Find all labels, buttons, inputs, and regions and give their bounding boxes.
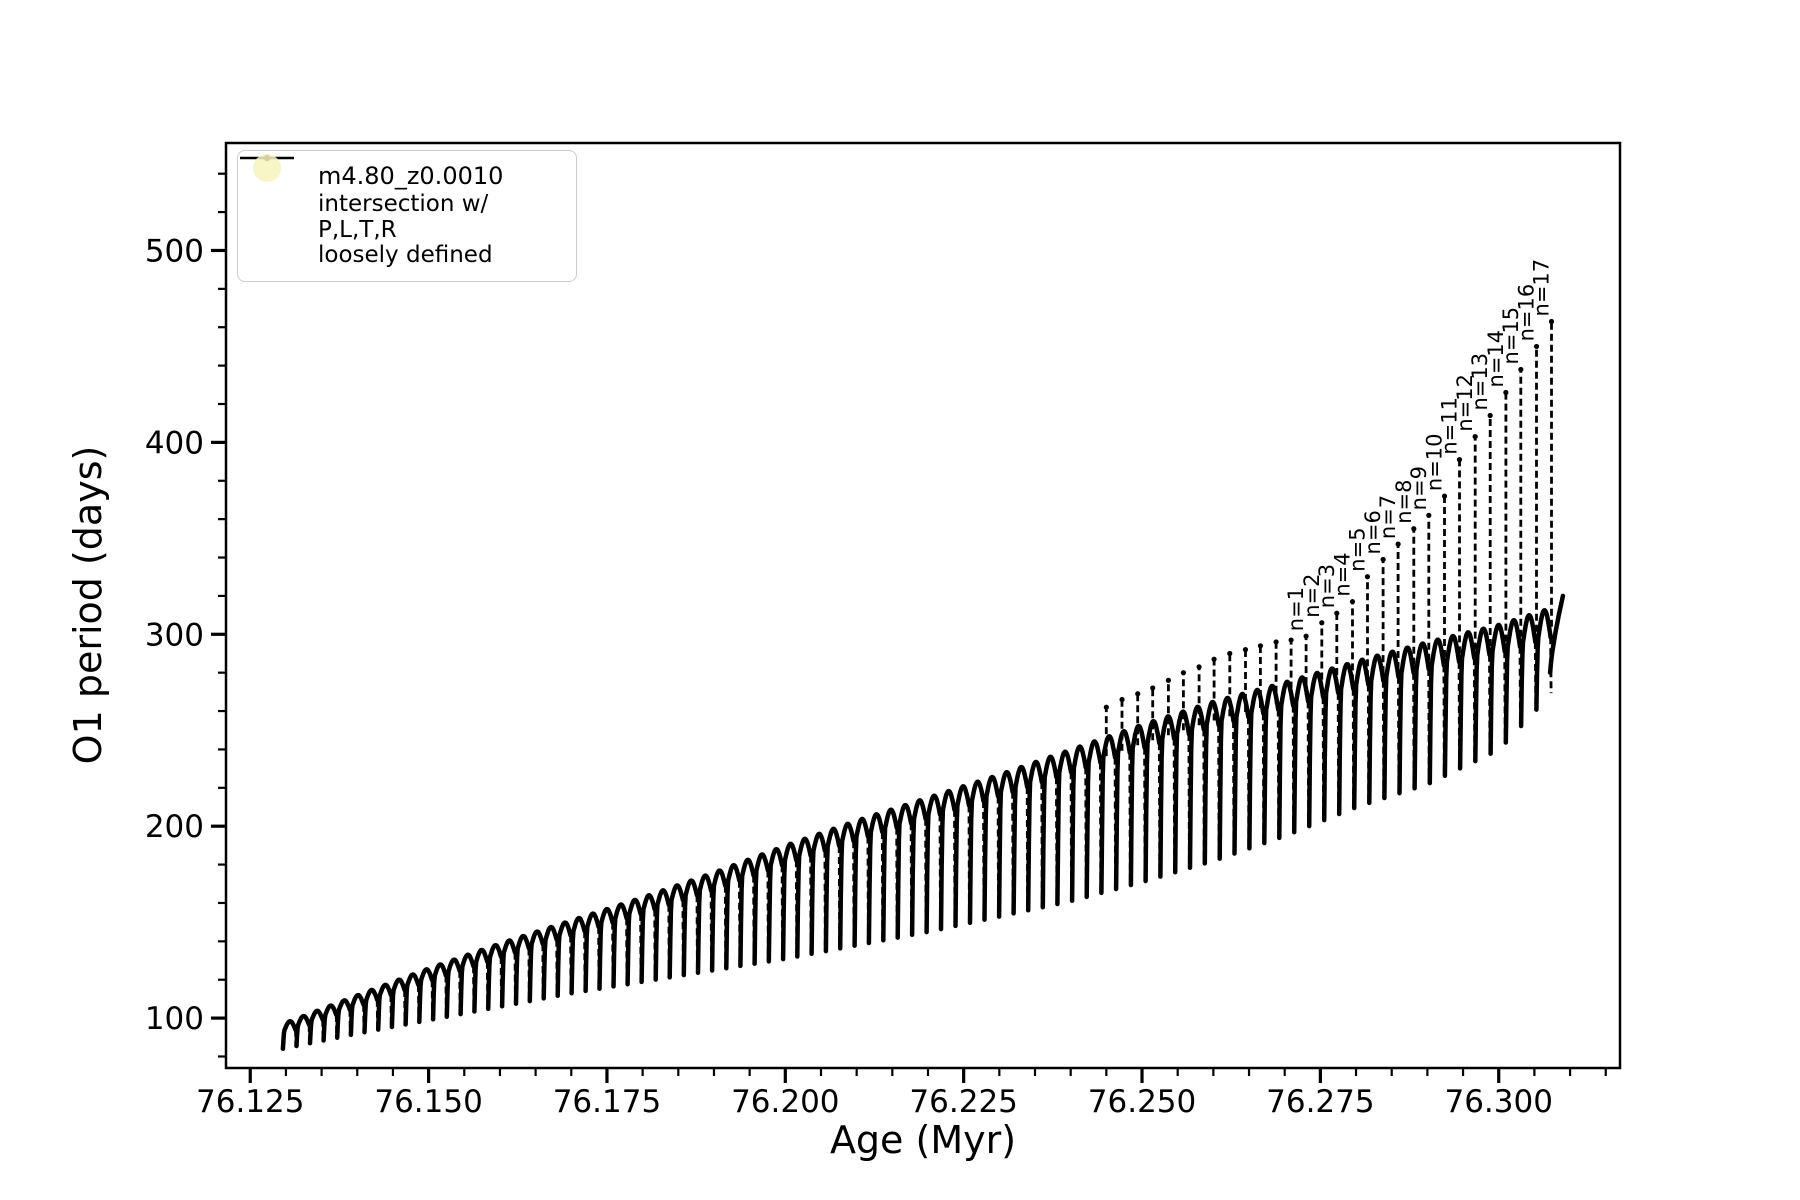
x-tick-label: 76.250 bbox=[1088, 1084, 1196, 1120]
legend-intersection-line2: loosely defined bbox=[318, 242, 493, 269]
pulse-spike-top-dot bbox=[1533, 343, 1540, 350]
pulse-spike-label: n=9 bbox=[1407, 466, 1431, 510]
pulse-spike-label: n=11 bbox=[1437, 397, 1461, 455]
pulse-spike-label: n=2 bbox=[1300, 573, 1324, 617]
y-tick-label: 300 bbox=[145, 617, 204, 653]
x-tick-label: 76.125 bbox=[196, 1084, 304, 1120]
legend-entry-series: m4.80_z0.0010 bbox=[240, 154, 562, 190]
x-tick-label: 76.275 bbox=[1266, 1084, 1374, 1120]
pulse-spike-label: n=8 bbox=[1392, 479, 1416, 523]
y-axis-label: O1 period (days) bbox=[66, 445, 110, 765]
legend-series-label: m4.80_z0.0010 bbox=[318, 162, 504, 190]
y-tick-label: 100 bbox=[145, 1001, 204, 1037]
pulse-spike-label: n=16 bbox=[1515, 284, 1539, 342]
pulse-spike-label: n=17 bbox=[1530, 259, 1554, 317]
pulse-spike-top-dot bbox=[1548, 318, 1555, 325]
pulse-spike-top-dot bbox=[1487, 412, 1493, 419]
pulse-spike-top-dot bbox=[1319, 620, 1325, 626]
series-curve bbox=[280, 593, 1566, 1052]
x-tick-label: 76.150 bbox=[374, 1084, 482, 1120]
pulse-spike-top-dot bbox=[1165, 677, 1172, 683]
legend-intersection-line1: intersection w/ P,L,T,R bbox=[318, 190, 489, 243]
pulse-spike-label: n=14 bbox=[1484, 330, 1508, 388]
x-tick-label: 76.200 bbox=[731, 1084, 839, 1120]
legend-entry-intersection: intersection w/ P,L,T,R loosely defined bbox=[248, 154, 562, 269]
x-axis-label: Age (Myr) bbox=[829, 1118, 1017, 1162]
y-tick-label: 200 bbox=[145, 809, 204, 845]
x-tick-label: 76.175 bbox=[553, 1084, 661, 1120]
pulse-spike-label: n=12 bbox=[1453, 374, 1477, 432]
legend: m4.80_z0.0010 intersection w/ P,L,T,R lo… bbox=[237, 150, 577, 283]
legend-intersection-label: intersection w/ P,L,T,R loosely defined bbox=[318, 190, 562, 269]
pulse-spike-label: n=15 bbox=[1499, 307, 1523, 365]
pulse-spike-label: n=1 bbox=[1284, 587, 1308, 631]
pulse-spike-label: n=6 bbox=[1361, 510, 1385, 554]
plot-frame bbox=[224, 141, 1622, 1070]
pulse-spike-label: n=5 bbox=[1345, 527, 1369, 571]
pulse-spike-label: n=3 bbox=[1315, 564, 1339, 608]
pulse-spike-label: n=13 bbox=[1468, 353, 1492, 411]
y-tick-label: 500 bbox=[145, 233, 204, 269]
pulse-spike-label: n=10 bbox=[1423, 433, 1447, 491]
x-tick-label: 76.300 bbox=[1444, 1084, 1552, 1120]
pulse-spike-label: n=7 bbox=[1376, 495, 1400, 539]
series-dip-segments bbox=[294, 637, 1553, 1047]
x-tick-label: 76.225 bbox=[909, 1084, 1017, 1120]
pulse-spike-label: n=4 bbox=[1330, 552, 1354, 596]
y-tick-label: 400 bbox=[145, 425, 204, 461]
pulse-spikes bbox=[1104, 321, 1553, 757]
